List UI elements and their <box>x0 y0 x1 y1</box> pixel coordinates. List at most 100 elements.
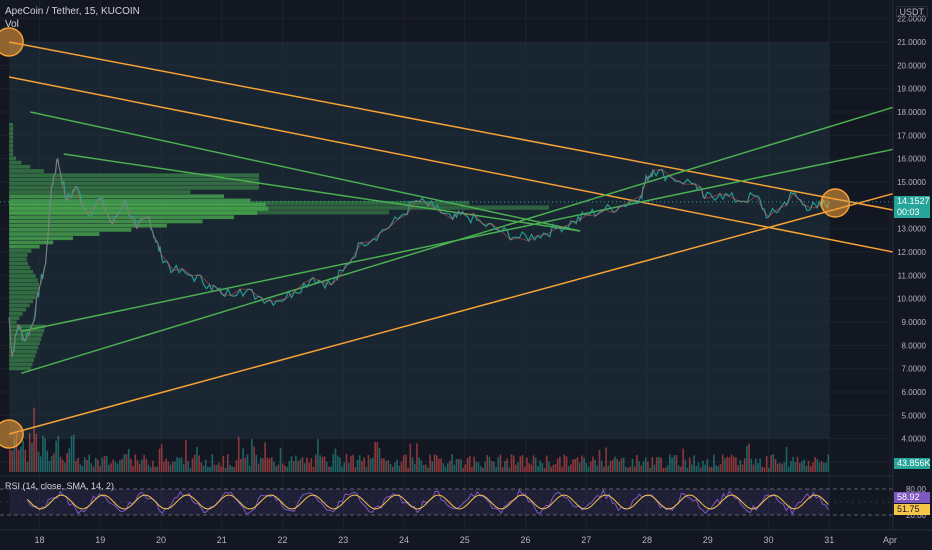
volume-bar <box>130 458 132 472</box>
volume-bar <box>523 466 526 472</box>
volume-bar <box>636 455 638 472</box>
rsi-label[interactable]: RSI (14, close, SMA, 14, 2) <box>5 481 115 491</box>
volume-bar <box>163 461 165 472</box>
volume-bar <box>66 452 68 472</box>
volume-profile-bar <box>9 295 36 299</box>
trend-lines[interactable] <box>8 41 893 435</box>
volume-bar <box>715 465 717 472</box>
volume-profile-bar <box>9 160 22 165</box>
volume-bar <box>644 457 647 472</box>
volume-bar <box>805 466 808 472</box>
volume-bar <box>374 442 376 472</box>
volume-bar <box>649 467 651 472</box>
volume-bar <box>664 467 667 472</box>
volume-bar <box>589 461 592 472</box>
volume-profile-bar <box>9 210 390 215</box>
volume-bar <box>244 457 247 472</box>
volume-bar <box>776 463 779 472</box>
volume-bar <box>48 460 51 472</box>
volume-bar <box>515 464 517 472</box>
volume-profile-bar <box>9 307 27 312</box>
volume-bar <box>270 457 273 472</box>
volume-profile-bar <box>9 219 203 224</box>
volume-bar <box>290 456 293 472</box>
volume-bar <box>585 463 588 472</box>
currency-button[interactable]: USDT <box>895 6 928 18</box>
volume-bar <box>77 458 79 472</box>
volume-bar <box>17 449 20 472</box>
volume-profile-bar <box>9 181 260 186</box>
circle-markers[interactable] <box>0 27 851 449</box>
volume-bar <box>165 458 167 472</box>
volume-bar <box>369 458 372 472</box>
volume-bar <box>138 463 141 472</box>
volume-bar <box>207 466 209 472</box>
volume-bar <box>273 461 275 472</box>
volume-bar <box>119 460 121 472</box>
volume-bar <box>143 454 145 472</box>
volume-profile-bar <box>9 177 260 182</box>
volume-bar <box>105 455 108 472</box>
volume-profile-bar <box>9 223 167 228</box>
trend-line-green <box>30 111 581 232</box>
volume-bar <box>563 454 566 472</box>
volume-bar <box>387 460 390 472</box>
volume-bar <box>215 464 218 472</box>
volume-bar <box>658 456 660 472</box>
volume-bar <box>211 454 214 472</box>
volume-bar <box>354 467 357 472</box>
volume-bar <box>495 467 497 472</box>
price-tick-label: 20.0000 <box>897 61 926 70</box>
price-tick-label: 21.0000 <box>897 38 926 47</box>
volume-bar <box>537 466 539 472</box>
symbol-title[interactable]: ApeCoin / Tether, 15, KUCOIN <box>5 6 140 17</box>
volume-bar <box>539 460 541 472</box>
volume-profile-bar <box>9 185 260 190</box>
volume-bar <box>246 454 249 472</box>
volume-bar <box>462 467 464 472</box>
volume-bar <box>519 456 522 472</box>
volume-bar <box>827 454 830 472</box>
volume-bar <box>680 466 682 472</box>
volume-bar <box>675 455 678 472</box>
volume-bar <box>559 456 561 472</box>
volume-bar <box>798 463 801 472</box>
volume-bar <box>444 466 447 472</box>
volume-bar <box>356 460 359 472</box>
volume-bar <box>497 457 500 472</box>
volume-bar <box>299 459 302 472</box>
volume-bar <box>473 456 475 472</box>
volume-profile-bar <box>9 202 267 207</box>
volume-bar <box>451 454 453 472</box>
circle-marker <box>0 27 24 57</box>
volume-bar <box>332 454 335 472</box>
volume-bar <box>752 464 755 472</box>
volume-bar <box>746 445 748 472</box>
volume-bar <box>409 443 412 472</box>
price-tick-label: 6.0000 <box>902 388 927 397</box>
volume-bar <box>202 465 205 472</box>
time-axis[interactable]: 18 19 20 21 22 23 24 25 26 27 28 29 30 31 Apr <box>34 535 896 545</box>
volume-bar <box>686 467 689 472</box>
volume-bar <box>783 462 786 472</box>
volume-bar <box>37 451 40 472</box>
volume-bar <box>314 454 317 472</box>
volume-bar <box>306 457 308 472</box>
volume-bar <box>510 454 513 472</box>
volume-profile-bar <box>9 290 38 295</box>
price-tick-label: 8.0000 <box>902 341 927 350</box>
volume-bar <box>792 456 794 472</box>
volume-bar <box>552 464 555 472</box>
volume-profile-bar <box>9 148 14 152</box>
trend-line-orange <box>8 41 893 211</box>
volume-bar <box>198 455 200 472</box>
price-tick-label: 19.0000 <box>897 85 926 94</box>
volume-bar <box>673 455 676 472</box>
volume-bar <box>125 454 128 472</box>
volume-bar <box>803 459 805 472</box>
time-tick-label: 24 <box>399 535 409 545</box>
volume-bar <box>242 448 244 472</box>
volume-profile-bar <box>9 244 40 249</box>
volume-bar <box>297 461 299 472</box>
